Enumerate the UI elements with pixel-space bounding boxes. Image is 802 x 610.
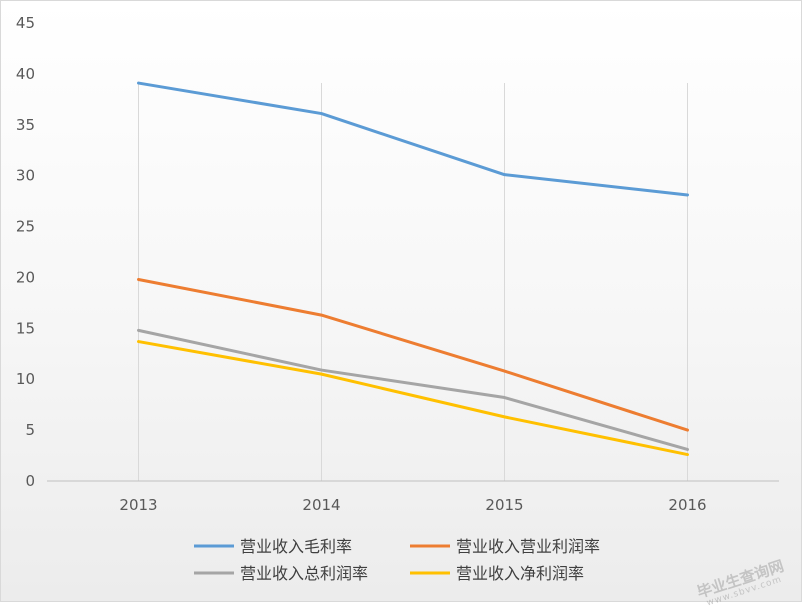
- y-tick-label-25: 25: [16, 218, 35, 236]
- y-tick-label-20: 20: [16, 268, 35, 286]
- y-tick-label-30: 30: [16, 167, 35, 185]
- y-tick-label-15: 15: [16, 319, 35, 337]
- y-tick-label-35: 35: [16, 116, 35, 134]
- series-line-4: [137, 340, 689, 457]
- y-tick-label-0: 0: [25, 472, 35, 490]
- legend-label-4: 营业收入净利润率: [456, 564, 584, 583]
- y-tick-label-5: 5: [25, 421, 35, 439]
- series-line-1: [137, 81, 689, 197]
- series-line-2: [137, 277, 689, 432]
- y-tick-label-40: 40: [16, 65, 35, 83]
- x-tick-label-2016: 2016: [668, 496, 706, 514]
- y-tick-label-10: 10: [16, 370, 35, 388]
- x-tick-label-2014: 2014: [302, 496, 340, 514]
- x-tick-label-2015: 2015: [485, 496, 523, 514]
- series-line-3: [137, 328, 689, 451]
- x-tick-label-2013: 2013: [119, 496, 157, 514]
- legend-label-3: 营业收入总利润率: [240, 564, 368, 583]
- legend-label-1: 营业收入毛利率: [240, 537, 352, 556]
- y-tick-label-45: 45: [16, 14, 35, 32]
- legend-label-2: 营业收入营业利润率: [456, 537, 600, 556]
